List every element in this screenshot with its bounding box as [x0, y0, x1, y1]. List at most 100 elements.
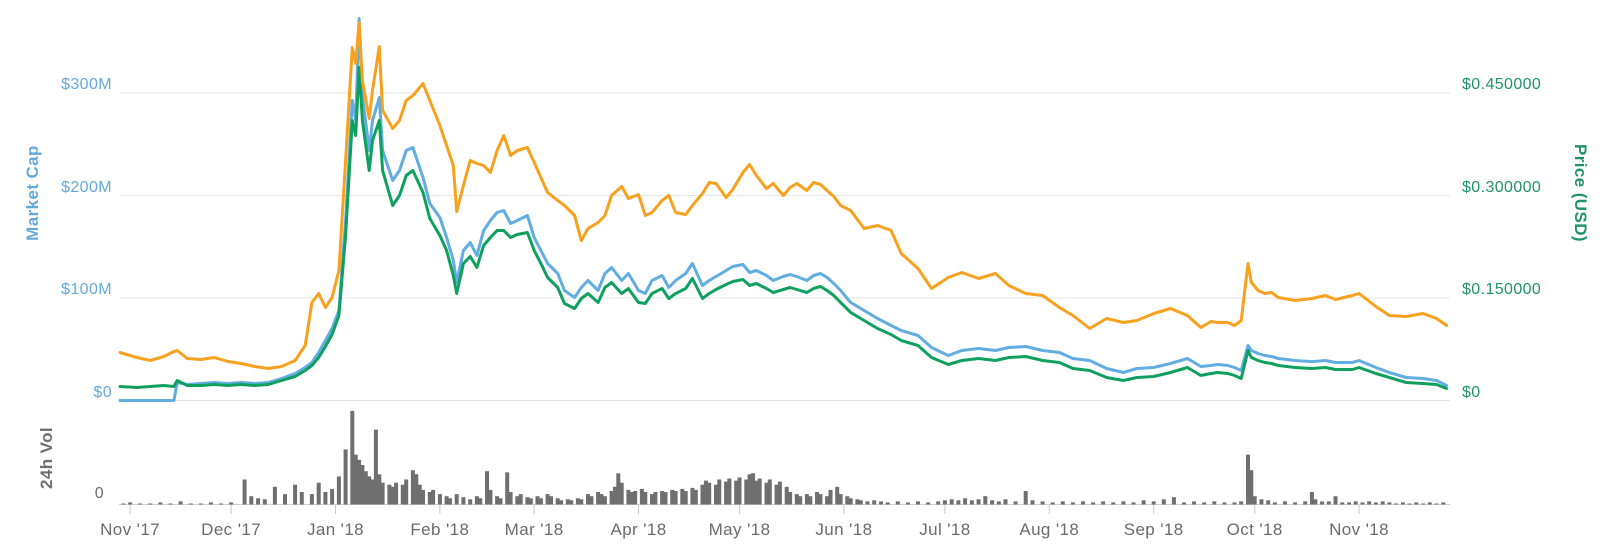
volume-bar	[272, 486, 277, 505]
left-axis-tick-label: $300M	[61, 76, 112, 93]
volume-bar	[626, 489, 631, 505]
volume-bar	[865, 501, 870, 505]
volume-bar	[596, 492, 601, 505]
volume-bar	[498, 498, 503, 505]
volume-bar	[316, 482, 321, 505]
volume-bar	[828, 489, 833, 505]
volume-bar	[609, 491, 614, 505]
volume-bar	[916, 501, 920, 505]
volume-bar	[380, 482, 385, 505]
volume-bar	[1272, 502, 1277, 505]
volume-bar	[1427, 502, 1432, 505]
volume-bar	[377, 474, 382, 505]
volume-bar	[417, 484, 422, 505]
volume-bar	[545, 494, 550, 505]
volume-bar	[559, 500, 564, 505]
volume-bar	[525, 497, 530, 505]
volume-bar	[528, 498, 533, 505]
volume-bar	[1246, 454, 1250, 505]
x-axis-month-label: Jun '18	[815, 520, 873, 539]
volume-bar	[538, 498, 543, 505]
volume-bar	[565, 499, 570, 505]
volume-bar	[121, 503, 126, 505]
volume-bar	[1441, 502, 1446, 505]
volume-bar	[363, 471, 368, 505]
volume-bar	[848, 498, 853, 505]
volume-bar	[818, 494, 823, 505]
volume-bar	[1333, 496, 1338, 505]
volume-bar	[1131, 502, 1136, 505]
volume-bar	[293, 484, 298, 505]
volume-bar	[437, 494, 442, 505]
x-axis-month-label: Sep '18	[1123, 520, 1184, 539]
volume-bar	[394, 482, 399, 505]
volume-bar	[495, 496, 500, 505]
x-axis-month-label: Nov '18	[1329, 520, 1390, 539]
volume-bar	[1091, 502, 1096, 505]
volume-bar	[1060, 501, 1065, 505]
x-axis-month-label: Nov '17	[100, 520, 161, 539]
price-btc-line	[118, 21, 1449, 370]
volume-bar	[724, 481, 729, 505]
volume-bar	[1050, 502, 1055, 505]
volume-bar	[427, 492, 432, 505]
volume-bar	[370, 479, 375, 505]
volume-bar	[747, 474, 752, 505]
volume-bar	[454, 494, 459, 505]
volume-bar	[148, 503, 153, 505]
volume-bar	[485, 471, 489, 505]
volume-bar	[619, 482, 624, 505]
volume-bar	[804, 494, 809, 505]
x-axis-month-label: Aug '18	[1019, 520, 1080, 539]
volume-bar	[700, 484, 705, 505]
volume-bar	[1040, 501, 1045, 505]
volume-bar	[168, 503, 173, 505]
volume-bar	[505, 472, 510, 505]
volume-bar	[1347, 502, 1351, 505]
volume-zero-label: 0	[94, 484, 104, 502]
volume-bar	[474, 496, 479, 505]
volume-bar	[431, 489, 436, 505]
volume-bar	[976, 499, 981, 505]
volume-bar	[158, 502, 163, 505]
volume-bar	[1414, 502, 1419, 505]
volume-bar	[673, 491, 678, 505]
volume-bar	[1293, 502, 1298, 505]
volume-bar	[1182, 502, 1186, 505]
volume-bar	[262, 499, 267, 505]
volume-bar	[357, 459, 362, 505]
volume-bar	[1387, 502, 1392, 505]
right-axis-tick-label: $0	[1462, 383, 1481, 401]
volume-bar	[707, 482, 712, 505]
volume-bar	[309, 494, 314, 505]
volume-bar	[1171, 497, 1176, 505]
volume-bar	[586, 494, 590, 505]
volume-bar	[969, 500, 974, 505]
volume-bar	[956, 500, 961, 505]
volume-bar	[1421, 503, 1426, 505]
volume-bar	[788, 492, 793, 505]
volume-bar	[404, 479, 409, 505]
x-axis-month-label: Dec '17	[201, 520, 262, 539]
volume-bar	[549, 496, 553, 505]
volume-bar	[714, 484, 718, 505]
volume-bar	[330, 488, 335, 505]
volume-bar	[249, 496, 254, 505]
volume-bar	[219, 503, 223, 505]
volume-bar	[751, 473, 755, 505]
volume-bar	[1309, 492, 1314, 505]
volume-bar	[825, 496, 830, 505]
volume-bar	[128, 502, 133, 505]
volume-bar	[963, 498, 968, 505]
volume-bar	[757, 478, 762, 505]
volume-bar	[138, 503, 143, 505]
volume-bar	[555, 498, 560, 505]
volume-bar	[633, 491, 638, 505]
volume-bar	[1249, 470, 1254, 505]
volume-bar	[1121, 501, 1126, 505]
volume-bar	[1400, 502, 1405, 505]
volume-bar	[798, 496, 803, 505]
left-axis-tick-label: $100M	[61, 281, 112, 298]
volume-bar	[774, 484, 779, 505]
